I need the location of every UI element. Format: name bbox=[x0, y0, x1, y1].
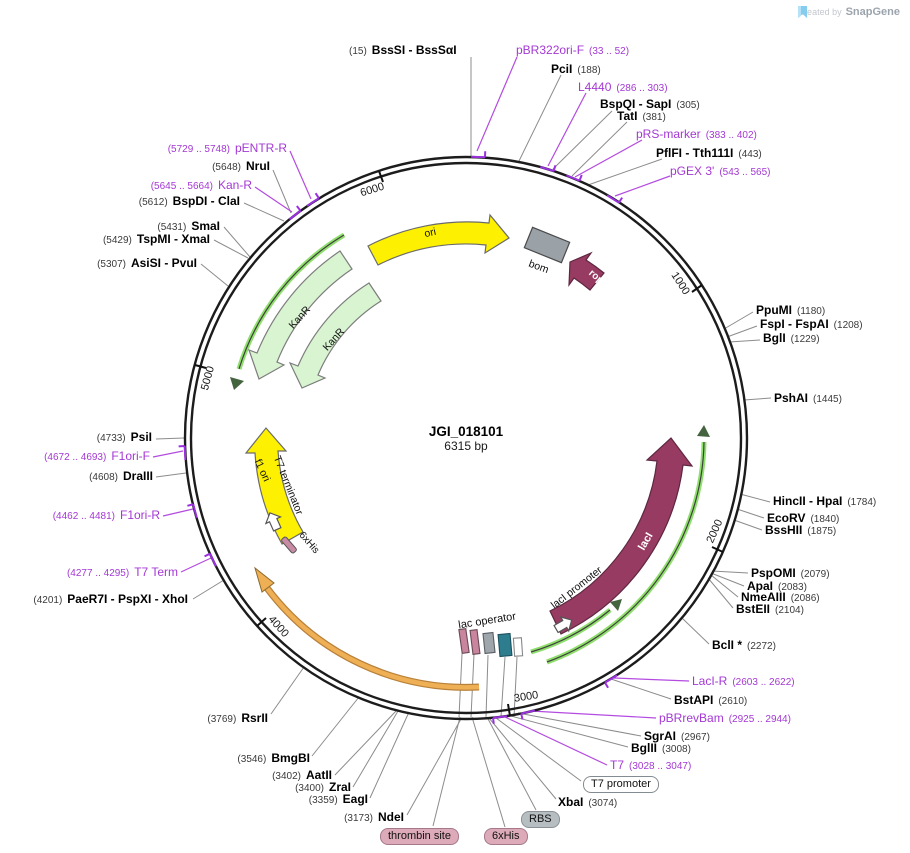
site-label[interactable]: (4201) PaeR7I - PspXI - XhoI bbox=[33, 592, 188, 606]
site-label[interactable]: BssHII (1875) bbox=[765, 523, 837, 537]
orf-arrow-right-long[interactable] bbox=[546, 425, 710, 665]
site-label[interactable]: PspOMI (2079) bbox=[751, 566, 830, 580]
tick-marks bbox=[194, 170, 724, 717]
primer-label[interactable]: LacI-R (2603 .. 2622) bbox=[692, 674, 795, 688]
primer-label[interactable]: pBR322ori-F (33 .. 52) bbox=[516, 43, 630, 57]
primer-label[interactable]: (4672 .. 4693) F1ori-F bbox=[44, 449, 150, 463]
site-label[interactable]: XbaI (3074) bbox=[558, 795, 618, 809]
orange-orf-arrow[interactable] bbox=[254, 566, 480, 691]
feature-bom-box[interactable] bbox=[523, 226, 571, 264]
site-label[interactable]: (3359) EagI bbox=[308, 792, 368, 806]
primer-label[interactable]: (5645 .. 5664) Kan-R bbox=[150, 178, 252, 192]
tick-label-5000: 5000 bbox=[199, 365, 217, 392]
site-label[interactable]: EcoRV (1840) bbox=[767, 511, 840, 525]
site-label[interactable]: BstAPI (2610) bbox=[674, 693, 748, 707]
site-label[interactable]: (5612) BspDI - ClaI bbox=[138, 194, 240, 208]
primer-leader-lines bbox=[152, 56, 690, 766]
site-label[interactable]: (3173) NdeI bbox=[344, 810, 404, 824]
feature-kanr-arrow-outer[interactable] bbox=[248, 250, 353, 380]
primer-label[interactable]: pBRrevBam (2925 .. 2944) bbox=[659, 711, 791, 725]
t7-promoter-badge[interactable]: T7 promoter bbox=[583, 776, 659, 793]
site-label[interactable]: PciI (188) bbox=[551, 62, 601, 76]
site-label[interactable]: BglI (1229) bbox=[763, 331, 820, 345]
site-label[interactable]: BglII (3008) bbox=[631, 741, 691, 755]
plasmid-length: 6315 bp bbox=[444, 439, 488, 453]
site-label[interactable]: FspI - FspAI (1208) bbox=[760, 317, 863, 331]
feature-label-bom: bom bbox=[527, 258, 551, 276]
site-label[interactable]: (5431) SmaI bbox=[157, 219, 220, 233]
site-label[interactable]: ApaI (2083) bbox=[747, 579, 807, 593]
feature-kanr-arrow-inner[interactable] bbox=[288, 282, 382, 389]
primer-label[interactable]: pGEX 3' (543 .. 565) bbox=[670, 164, 771, 178]
site-label[interactable]: NmeAIII (2086) bbox=[741, 590, 820, 604]
rbs-badge[interactable]: RBS bbox=[521, 811, 560, 828]
site-label[interactable]: (5429) TspMI - XmaI bbox=[102, 232, 210, 246]
site-label[interactable]: PpuMI (1180) bbox=[756, 303, 826, 317]
plasmid-ring bbox=[183, 155, 749, 721]
snapgene-logo-icon bbox=[797, 6, 807, 18]
site-label[interactable]: (4733) PsiI bbox=[96, 430, 152, 444]
site-label[interactable]: BstEII (2104) bbox=[736, 602, 804, 616]
terminator-arrow-icon[interactable] bbox=[263, 510, 285, 533]
site-label[interactable]: (15) BssSI - BssSαI bbox=[349, 43, 457, 57]
feature-laci-arrow[interactable] bbox=[549, 437, 694, 635]
primer-label[interactable]: T7 (3028 .. 3047) bbox=[610, 758, 692, 772]
watermark-prefix: Created by bbox=[797, 7, 842, 17]
his6-badge[interactable]: 6xHis bbox=[484, 828, 528, 845]
leader-lines bbox=[155, 57, 772, 828]
his6-tag-glyph[interactable] bbox=[281, 536, 297, 554]
primer-label[interactable]: (4277 .. 4295) T7 Term bbox=[66, 565, 178, 579]
snapgene-watermark: Created by SnapGene bbox=[797, 6, 900, 18]
thrombin-site-badge[interactable]: thrombin site bbox=[380, 828, 459, 845]
site-label[interactable]: (5307) AsiSI - PvuI bbox=[97, 256, 197, 270]
site-label[interactable]: (3402) AatII bbox=[272, 768, 332, 782]
site-label[interactable]: (3400) ZraI bbox=[295, 780, 351, 794]
primer-ticks bbox=[178, 151, 623, 724]
feature-label-lac-operator: lac operator bbox=[458, 610, 518, 631]
primer-label[interactable]: (4462 .. 4481) F1ori-R bbox=[52, 508, 160, 522]
promoter-arrow-icon[interactable] bbox=[552, 613, 576, 636]
site-label[interactable]: (5648) NruI bbox=[212, 159, 270, 173]
primer-label[interactable]: pRS-marker (383 .. 402) bbox=[636, 127, 757, 141]
tick-label-1000: 1000 bbox=[668, 270, 691, 297]
primer-label[interactable]: (5729 .. 5748) pENTR-R bbox=[167, 141, 287, 155]
site-label[interactable]: PflFI - Tth111I (443) bbox=[656, 146, 762, 160]
primer-label[interactable]: L4440 (286 .. 303) bbox=[578, 80, 668, 94]
site-label[interactable]: PshAI (1445) bbox=[774, 391, 842, 405]
plasmid-title: JGI_018101 6315 bp bbox=[429, 424, 503, 453]
site-label[interactable]: TatI (381) bbox=[617, 109, 666, 123]
feature-ori-arrow[interactable] bbox=[367, 213, 510, 266]
orf-arrow-left[interactable] bbox=[230, 232, 346, 390]
feature-f1ori-arrow[interactable] bbox=[244, 427, 304, 545]
site-label[interactable]: HincII - HpaI (1784) bbox=[773, 494, 877, 508]
tick-label-4000: 4000 bbox=[266, 614, 291, 640]
site-label[interactable]: (4608) DraIII bbox=[89, 469, 153, 483]
lac-operator-glyphs[interactable] bbox=[458, 628, 524, 658]
tick-label-3000: 3000 bbox=[513, 689, 539, 705]
site-label[interactable]: BspQI - SapI (305) bbox=[600, 97, 700, 111]
watermark-brand: SnapGene bbox=[845, 6, 900, 18]
site-label[interactable]: BclI * (2272) bbox=[712, 638, 776, 652]
plasmid-name: JGI_018101 bbox=[428, 424, 504, 439]
feature-label-ori: ori bbox=[423, 226, 437, 240]
orf-arrow-right-short[interactable] bbox=[530, 599, 622, 655]
site-label[interactable]: SgrAI (2967) bbox=[644, 729, 710, 743]
site-label[interactable]: (3546) BmgBI bbox=[237, 751, 310, 765]
feature-label-his6: 6xHis bbox=[297, 530, 322, 556]
feature-rop-arrow[interactable] bbox=[568, 251, 605, 291]
site-label[interactable]: (3769) RsrII bbox=[207, 711, 268, 725]
